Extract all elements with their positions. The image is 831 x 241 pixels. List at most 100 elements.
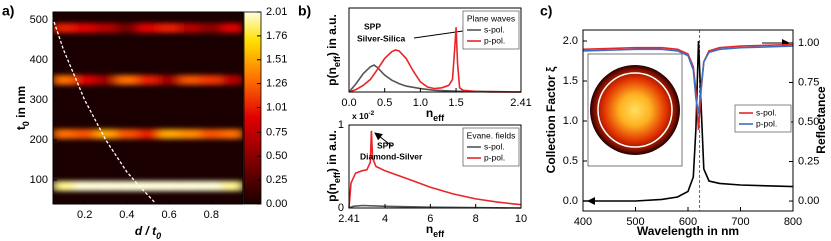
x-tick-label: 1.0 <box>413 97 428 109</box>
x-tick-label: 0.2 <box>77 209 92 221</box>
x-tick-label: 400 <box>574 216 592 228</box>
series-line <box>348 27 521 93</box>
x-tick-label: 2.41 <box>338 213 359 225</box>
heatmap-cell <box>200 23 222 33</box>
cutoff-curve <box>53 21 155 203</box>
x-tick-label: 0.4 <box>119 209 134 221</box>
y2-tick-label: 0.25 <box>798 155 819 167</box>
x-axis-title: neff <box>426 222 445 239</box>
y-tick-label: 200 <box>30 134 48 146</box>
heatmap-cell <box>53 181 75 191</box>
label-part: p(n <box>325 183 339 202</box>
x-tick-label: 0.5 <box>377 97 392 109</box>
x-tick-label: 0.6 <box>161 209 176 221</box>
label-part: p(n <box>325 67 339 86</box>
x-tick-label: 600 <box>679 216 697 228</box>
x-tick-label: 700 <box>731 216 749 228</box>
x-axis-title: neff <box>426 106 445 123</box>
heatmap-cell <box>179 181 201 191</box>
y-tick-label: 0 <box>338 202 344 214</box>
label-part: t <box>14 126 28 130</box>
label-part: x 10 <box>352 111 369 121</box>
y-tick-label: 0.0 <box>563 195 578 207</box>
heatmap-cell <box>74 129 96 139</box>
heatmap-cell <box>158 23 180 33</box>
y2-tick-label: 0.75 <box>798 76 819 88</box>
heatmap-cell <box>116 129 138 139</box>
label-part: eff <box>332 55 342 67</box>
x-tick-label: 800 <box>784 216 802 228</box>
heatmap-cell <box>95 129 117 139</box>
legend-label: p-pol. <box>484 152 505 162</box>
heatmap-cell <box>116 75 138 85</box>
series-line <box>348 130 522 209</box>
x-tick-label: 6 <box>427 213 433 225</box>
x-tick-label: 0.0 <box>341 97 356 109</box>
x-tick-label: 0.8 <box>204 209 219 221</box>
y-axis-title: t0 in nm <box>14 86 31 130</box>
y-tick-label: 100 <box>30 174 48 186</box>
label-part: eff <box>332 171 342 183</box>
x-tick-label: 2.41 <box>510 97 531 109</box>
heatmap-cell <box>137 181 159 191</box>
y-tick-label: 1.0 <box>563 115 578 127</box>
colorbar-tick-label: 1.26 <box>266 78 287 90</box>
y-tick-label: 300 <box>30 94 48 106</box>
annotation: SPP <box>364 21 381 31</box>
heatmap-cell <box>53 129 75 139</box>
heatmap-cell <box>200 129 222 139</box>
colorbar-tick-label: 0.75 <box>266 126 287 138</box>
colorbar-tick-label: 0.00 <box>266 198 287 210</box>
y-axis-title: Collection Factor ξ <box>544 66 558 173</box>
heatmap-background <box>53 12 243 204</box>
heatmap-cell <box>53 23 75 33</box>
inset <box>587 53 683 167</box>
annotation: Diamond-Silver <box>360 151 423 161</box>
y-tick-label: 400 <box>30 54 48 66</box>
panel-label: b) <box>298 3 311 19</box>
label-part: n <box>426 222 433 236</box>
colorbar-tick-label: 1.01 <box>266 101 287 113</box>
heatmap-cell <box>179 75 201 85</box>
legend-label: p-pol. <box>484 35 505 45</box>
y2-tick-label: 0.00 <box>798 195 819 207</box>
heatmap-cell <box>158 181 180 191</box>
heatmap <box>53 12 243 204</box>
heatmap-cell <box>116 23 138 33</box>
annotation: Silver-Silica <box>357 33 405 43</box>
heatmap-cells <box>53 23 243 191</box>
legend-label: s-pol. <box>484 24 505 34</box>
label-part: d / t <box>135 224 157 238</box>
heatmap-cell <box>137 75 159 85</box>
annotation-arrow <box>374 132 393 147</box>
y2-tick-label: 1.00 <box>798 37 819 49</box>
heatmap-cell <box>137 23 159 33</box>
label-part: eff <box>433 113 445 123</box>
panel-label: c) <box>540 3 552 19</box>
x-axis-title: d / t0 <box>135 224 161 241</box>
panel-label: a) <box>2 3 14 19</box>
y-tick-label: 2.0 <box>563 35 578 47</box>
label-part: -2 <box>369 110 375 117</box>
heatmap-cell <box>95 23 117 33</box>
x-tick-label: 500 <box>626 216 644 228</box>
colorbar-tick-label: 0.50 <box>266 150 287 162</box>
heatmap-cell <box>221 23 243 33</box>
y-axis-title: p(neff) in a.u. <box>325 14 342 86</box>
heatmap-cell <box>221 75 243 85</box>
legend-label: p-pol. <box>756 118 777 128</box>
series-line <box>582 45 794 115</box>
heatmap-cell <box>53 75 75 85</box>
y-axis-title: p(neff) in a.u. <box>325 130 342 202</box>
label-part: 0 <box>21 121 31 126</box>
series-line <box>583 40 794 202</box>
legend-title: Evane. fields <box>467 130 516 140</box>
y-tick-label: 500 <box>30 14 48 26</box>
colorbar-tick-label: 1.76 <box>266 30 287 42</box>
y2-axis-title: Reflectance <box>814 86 828 154</box>
heatmap-cell <box>74 181 96 191</box>
label-part: 0 <box>156 231 161 241</box>
plot-frame <box>348 7 522 93</box>
